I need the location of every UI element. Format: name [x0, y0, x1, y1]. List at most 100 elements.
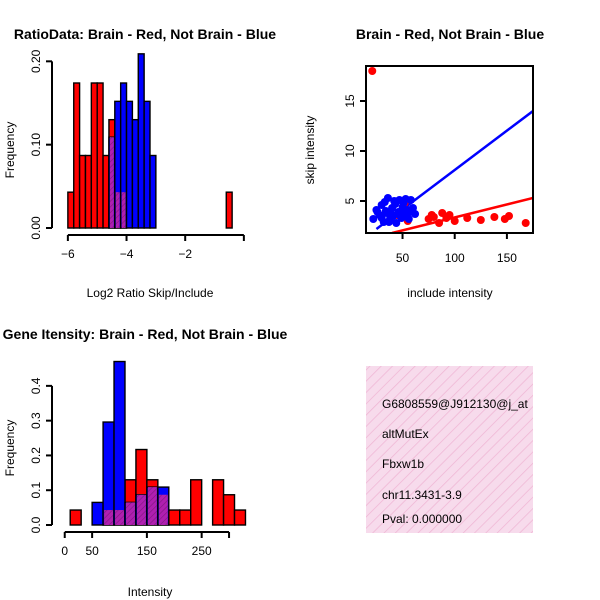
- ratio-xlabel: Log2 Ratio Skip/Include: [87, 286, 214, 300]
- intensity-brain-bar: [211, 479, 225, 526]
- ratio-brain-bar: [96, 82, 104, 229]
- scatter-brain-point: [504, 212, 513, 220]
- scatter-brain-point: [463, 214, 472, 222]
- scatter-x-tick-label: 150: [497, 251, 517, 265]
- ratio-x-tick-label: −2: [178, 247, 192, 261]
- ratio-brain-bar: [73, 82, 81, 229]
- scatter-y-tick-label: 5: [343, 197, 357, 204]
- scatter-axes: 50 100 150 5 10 15: [343, 94, 517, 265]
- info-pval: Pval: 0.000000: [382, 512, 462, 526]
- info-line-event: altMutEx: [382, 427, 429, 441]
- scatter-notbrain-point: [369, 215, 378, 223]
- intensity-brain-bar: [190, 479, 203, 526]
- intensity-brain-bar: [69, 509, 82, 526]
- ratio-notbrain-bar: [125, 100, 134, 229]
- intensity-title: Gene Itensity: Brain - Red, Not Brain - …: [3, 326, 288, 342]
- intensity-overlap-bar: [125, 502, 135, 525]
- intensity-overlap-bar: [115, 510, 124, 525]
- ratio-brain-bar: [102, 154, 110, 229]
- intensity-xlabel: Intensity: [128, 585, 173, 599]
- ratio-x-tick-label: −4: [120, 247, 134, 261]
- scatter-title: Brain - Red, Not Brain - Blue: [356, 26, 544, 42]
- scatter-brain-point: [490, 213, 499, 221]
- scatter-brain-point: [521, 219, 530, 227]
- ratio-brain-bar: [84, 154, 93, 229]
- intensity-notbrain-bar: [102, 421, 115, 526]
- scatter-x-tick-label: 50: [396, 251, 410, 265]
- scatter-brain-point: [450, 217, 459, 225]
- intensity-brain-bar: [179, 509, 192, 526]
- scatter-plot: Brain - Red, Not Brain - Blue include in…: [303, 26, 544, 300]
- intensity-y-tick-label: 0.4: [29, 377, 43, 394]
- ratio-histogram: RatioData: Brain - Red, Not Brain - Blue…: [3, 26, 276, 300]
- scatter-y-tick-label: 10: [343, 144, 357, 158]
- ratio-overlap-bar: [109, 137, 114, 228]
- ratio-brain-bar: [67, 191, 75, 229]
- scatter-notbrain-point: [392, 219, 401, 227]
- scatter-ylabel: skip intensity: [303, 116, 317, 185]
- intensity-brain-bar: [168, 509, 181, 526]
- intensity-y-tick-label: 0.0: [29, 516, 43, 533]
- intensity-overlap-bar: [104, 510, 114, 525]
- intensity-x-tick-label: 250: [192, 544, 212, 558]
- intensity-ylabel: Frequency: [3, 420, 17, 477]
- ratio-x-tick-label: −6: [61, 247, 75, 261]
- scatter-notbrain-point: [373, 208, 382, 216]
- intensity-brain-bar: [233, 509, 247, 526]
- scatter-notbrain-point: [405, 208, 414, 216]
- info-line-probe: G6808559@J912130@j_at: [382, 397, 528, 411]
- ratio-brain-bar: [90, 82, 98, 229]
- intensity-brain-bar: [222, 494, 236, 526]
- info-panel-background: [366, 366, 533, 533]
- scatter-notbrain-point: [377, 214, 386, 222]
- scatter-notbrain-point: [396, 212, 405, 220]
- intensity-y-tick-label: 0.1: [29, 482, 43, 499]
- ratio-notbrain-bar: [143, 100, 151, 229]
- scatter-plot-area: [368, 67, 533, 233]
- intensity-x-tick-label: 0: [61, 544, 68, 558]
- scatter-notbrain-point: [383, 194, 392, 202]
- scatter-notbrain-point: [384, 218, 393, 226]
- ratio-y-tick-label: 0.10: [29, 133, 43, 157]
- ratio-bars: [67, 53, 233, 229]
- ratio-notbrain-bar: [149, 154, 157, 229]
- scatter-content: [368, 67, 533, 233]
- scatter-brain-point: [435, 219, 444, 227]
- ratio-axes: 0.00 0.10 0.20 −6 −4 −2: [29, 49, 245, 261]
- intensity-histogram: Gene Itensity: Brain - Red, Not Brain - …: [3, 326, 288, 599]
- info-line-gene: Fbxw1b: [382, 457, 424, 471]
- scatter-brain-point: [476, 216, 485, 224]
- ratio-title: RatioData: Brain - Red, Not Brain - Blue: [14, 26, 276, 42]
- ratio-brain-bar: [78, 154, 87, 229]
- intensity-overlap-bar: [136, 494, 146, 525]
- ratio-y-tick-label: 0.00: [29, 216, 43, 240]
- intensity-x-tick-label: 50: [85, 544, 99, 558]
- scatter-frame: [365, 65, 534, 234]
- intensity-y-tick-label: 0.3: [29, 412, 43, 429]
- intensity-bars: [69, 360, 247, 526]
- intensity-overlap-bar: [147, 487, 157, 525]
- scatter-notbrain-point: [404, 215, 413, 223]
- scatter-x-tick-label: 100: [445, 251, 465, 265]
- scatter-notbrain-point: [399, 199, 408, 207]
- ratio-overlap-bar: [115, 192, 120, 228]
- intensity-axes: 0.0 0.1 0.2 0.3 0.4 0 50 150 250: [29, 377, 231, 558]
- scatter-notbrain-point: [390, 197, 399, 205]
- ratio-brain-bar: [225, 191, 233, 229]
- ratio-y-tick-label: 0.20: [29, 49, 43, 73]
- ratio-notbrain-bar: [137, 53, 145, 229]
- info-line-location: chr11.3431-3.9: [382, 488, 462, 502]
- scatter-notbrain-point: [387, 210, 396, 218]
- intensity-notbrain-bar: [113, 360, 126, 526]
- scatter-brain-fit-line: [391, 196, 533, 233]
- scatter-brain-point: [368, 67, 377, 75]
- ratio-ylabel: Frequency: [3, 122, 17, 179]
- scatter-brain-point: [445, 211, 454, 219]
- ratio-notbrain-bar: [131, 118, 139, 229]
- intensity-y-tick-label: 0.2: [29, 447, 43, 464]
- scatter-brain-point: [429, 213, 438, 221]
- scatter-notbrain-point: [406, 196, 415, 204]
- intensity-x-tick-label: 150: [137, 544, 157, 558]
- scatter-y-tick-label: 15: [343, 94, 357, 108]
